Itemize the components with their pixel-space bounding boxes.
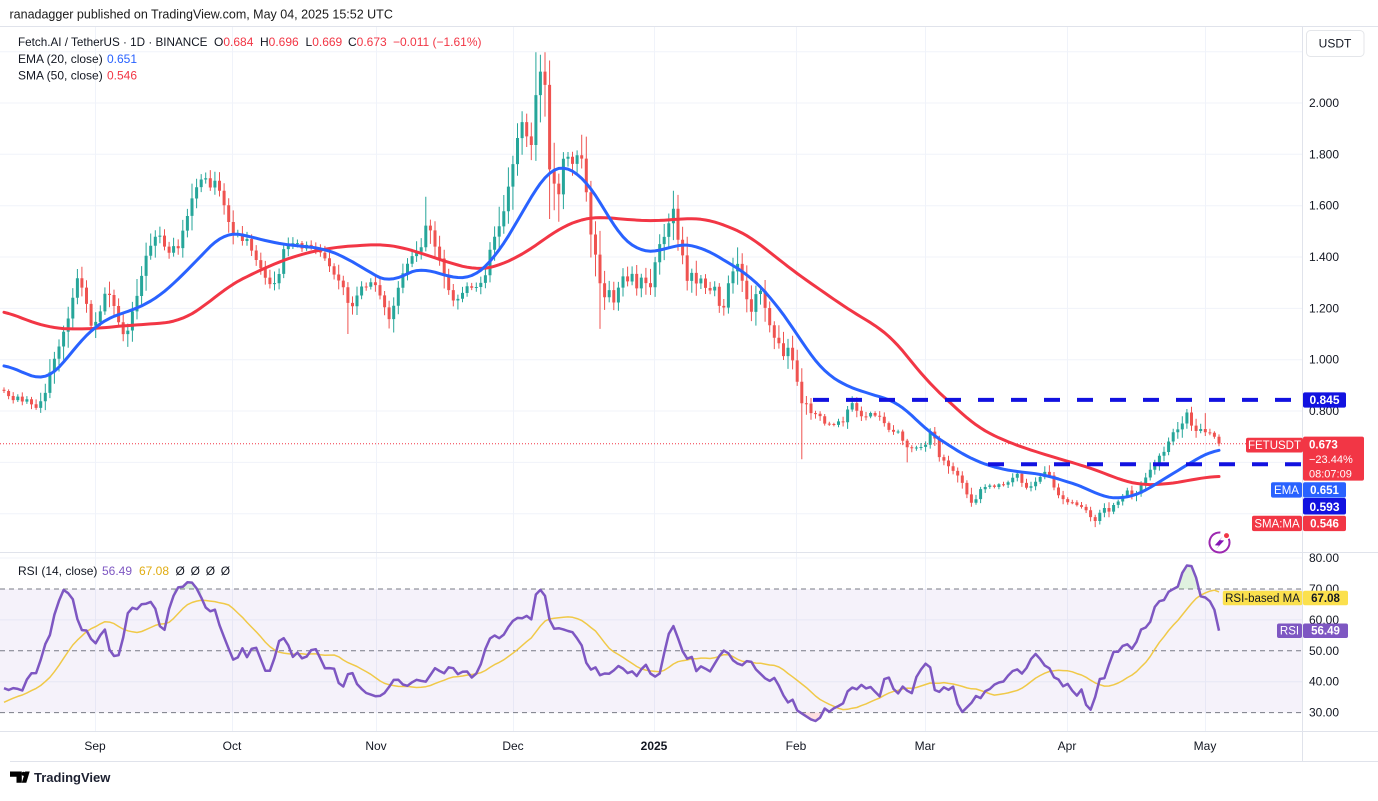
svg-text:Fetch.AI / TetherUS · 1D · BIN: Fetch.AI / TetherUS · 1D · BINANCE (18, 36, 208, 49)
svg-text:1.400: 1.400 (1309, 250, 1339, 264)
svg-text:Mar: Mar (915, 739, 936, 753)
svg-text:0.845: 0.845 (1309, 393, 1339, 407)
svg-text:08:07:09: 08:07:09 (1309, 469, 1352, 481)
svg-text:Ø: Ø (176, 564, 185, 578)
svg-text:TradingView: TradingView (34, 770, 111, 785)
svg-text:O0.684: O0.684 (214, 35, 254, 49)
svg-text:Nov: Nov (365, 739, 386, 753)
svg-text:50.00: 50.00 (1309, 644, 1339, 658)
svg-text:67.08: 67.08 (1311, 593, 1340, 605)
svg-text:56.49: 56.49 (1311, 626, 1340, 638)
svg-text:0.593: 0.593 (1309, 500, 1339, 514)
svg-text:RSI (14, close): RSI (14, close) (18, 564, 97, 578)
svg-text:Apr: Apr (1058, 739, 1077, 753)
svg-text:60.00: 60.00 (1309, 613, 1339, 627)
svg-text:C0.673: C0.673 (348, 35, 387, 49)
svg-text:56.49: 56.49 (102, 564, 132, 578)
svg-text:FETUSDT: FETUSDT (1248, 440, 1301, 452)
svg-text:Feb: Feb (786, 739, 807, 753)
svg-text:0.651: 0.651 (1310, 485, 1339, 497)
svg-text:2.000: 2.000 (1309, 96, 1339, 110)
svg-text:May: May (1194, 739, 1217, 753)
svg-text:H0.696: H0.696 (260, 35, 299, 49)
svg-text:1.600: 1.600 (1309, 199, 1339, 213)
svg-text:RSI-based MA: RSI-based MA (1225, 593, 1300, 605)
svg-text:L0.669: L0.669 (306, 35, 343, 49)
svg-text:SMA (50, close): SMA (50, close) (18, 68, 103, 82)
svg-text:−23.44%: −23.44% (1309, 454, 1353, 466)
svg-text:USDT: USDT (1319, 37, 1352, 51)
svg-text:ranadagger published on Tradin: ranadagger published on TradingView.com,… (10, 8, 393, 22)
svg-text:0.546: 0.546 (107, 68, 137, 82)
svg-text:2025: 2025 (641, 739, 668, 753)
svg-text:0.651: 0.651 (107, 52, 137, 66)
svg-text:EMA (20, close): EMA (20, close) (18, 52, 103, 66)
svg-text:RSI: RSI (1280, 626, 1299, 638)
svg-text:1.800: 1.800 (1309, 147, 1339, 161)
svg-text:30.00: 30.00 (1309, 706, 1339, 720)
svg-text:67.08: 67.08 (139, 564, 169, 578)
svg-text:Ø: Ø (206, 564, 215, 578)
svg-text:EMA: EMA (1274, 485, 1299, 497)
svg-text:0.673: 0.673 (1309, 439, 1338, 451)
svg-text:80.00: 80.00 (1309, 551, 1339, 565)
svg-text:Sep: Sep (84, 739, 106, 753)
svg-text:1.200: 1.200 (1309, 301, 1339, 315)
svg-text:Oct: Oct (223, 739, 242, 753)
svg-text:0.546: 0.546 (1310, 518, 1339, 530)
svg-text:Dec: Dec (502, 739, 523, 753)
svg-text:1.000: 1.000 (1309, 353, 1339, 367)
svg-text:−0.011 (−1.61%): −0.011 (−1.61%) (393, 35, 482, 49)
svg-text:SMA:MA: SMA:MA (1254, 518, 1300, 530)
svg-text:Ø: Ø (191, 564, 200, 578)
svg-text:40.00: 40.00 (1309, 675, 1339, 689)
svg-text:Ø: Ø (221, 564, 230, 578)
